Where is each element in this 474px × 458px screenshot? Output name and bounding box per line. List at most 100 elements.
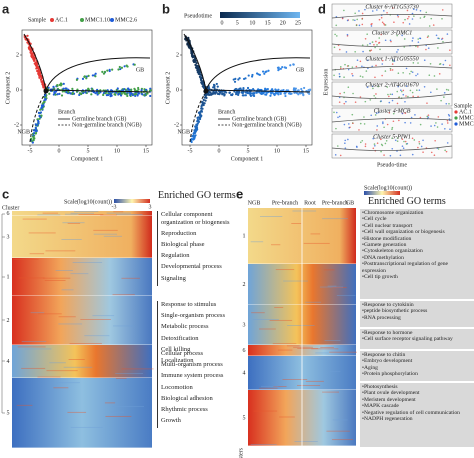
cluster-number: 4	[7, 359, 10, 365]
cell-point	[445, 150, 448, 153]
heatmap-row	[112, 325, 134, 327]
cell-point	[145, 92, 148, 95]
cell-point	[120, 91, 123, 94]
go-term: Cell tip growth	[362, 274, 472, 280]
cell-point	[426, 115, 429, 118]
cell-point	[38, 73, 41, 76]
colorbar-title: Pseudotime	[184, 13, 212, 19]
cell-point	[375, 40, 377, 43]
cell-point	[333, 111, 335, 114]
cell-point	[376, 142, 379, 145]
cell-point	[358, 10, 360, 12]
cell-point	[295, 92, 299, 95]
cell-point	[197, 69, 201, 72]
gb-label: GB	[136, 67, 144, 73]
cell-point	[405, 95, 407, 97]
cell-point	[411, 137, 414, 140]
cell-point	[37, 111, 41, 114]
y-tick-label: 0	[16, 87, 19, 93]
cluster-number: 1	[243, 233, 246, 239]
cell-point	[212, 86, 215, 89]
cell-point	[149, 89, 152, 92]
cell-point	[371, 85, 374, 88]
legend-label: MMC1.10	[459, 115, 474, 121]
cell-point	[56, 84, 59, 88]
heatmap-row	[68, 359, 85, 360]
heatmap-row	[16, 404, 33, 406]
cell-point	[56, 93, 59, 96]
cell-point	[195, 65, 198, 69]
cell-point	[404, 112, 407, 114]
cell-point	[441, 38, 443, 40]
cell-point	[378, 41, 381, 44]
cell-point	[397, 85, 400, 88]
cell-point	[374, 46, 376, 49]
cell-point	[396, 102, 399, 105]
dendrogram	[1, 213, 5, 414]
cell-point	[195, 128, 198, 131]
cell-point	[448, 102, 450, 105]
cell-point	[409, 89, 412, 92]
cell-point	[359, 96, 362, 98]
heatmap-row	[103, 235, 123, 237]
panel-label: d	[318, 1, 326, 16]
cell-point	[416, 73, 419, 75]
cell-point	[83, 75, 86, 78]
cell-point	[31, 141, 34, 144]
ngb-line	[189, 91, 207, 143]
cell-point	[445, 88, 448, 91]
cell-point	[404, 121, 406, 124]
heatmap-row	[259, 216, 283, 217]
heatmap-row	[53, 387, 69, 389]
cell-point	[437, 116, 440, 118]
cell-point	[303, 86, 306, 90]
cell-point	[250, 92, 254, 95]
heatmap-block	[12, 378, 152, 448]
ngb-label: NGB	[177, 129, 190, 135]
cell-point	[355, 24, 358, 27]
heatmap-row	[78, 214, 104, 215]
cell-point	[359, 141, 362, 144]
cell-point	[223, 90, 226, 93]
cell-point	[426, 102, 428, 104]
heatmap-block	[12, 296, 152, 345]
cell-point	[203, 102, 206, 105]
heatmap-row	[104, 402, 116, 404]
cell-point	[38, 117, 41, 120]
cell-point	[391, 137, 393, 139]
cell-point	[343, 76, 345, 78]
cell-point	[194, 130, 197, 133]
cell-point	[413, 15, 415, 17]
cell-point	[430, 125, 432, 127]
cell-point	[32, 138, 35, 141]
cell-point	[213, 91, 216, 94]
cell-point	[261, 70, 265, 73]
cell-point	[302, 93, 305, 96]
heatmap-row	[37, 376, 61, 378]
heatmap-row	[322, 218, 348, 220]
cell-point	[292, 87, 296, 90]
cell-point	[444, 59, 447, 62]
cell-point	[376, 129, 378, 131]
cell-point	[412, 62, 415, 64]
x-tick-label: 0	[58, 148, 61, 154]
branch-point	[43, 88, 49, 94]
cell-point	[120, 66, 124, 69]
cell-point	[437, 37, 439, 40]
cluster-strip-label: Cluster 3-DMC1	[372, 30, 413, 36]
cell-point	[336, 145, 339, 147]
cell-point	[276, 66, 280, 69]
cell-point	[358, 129, 360, 131]
cell-point	[307, 88, 310, 92]
cell-point	[193, 60, 197, 63]
cell-point	[126, 65, 129, 68]
colorbar-tick-label: 15	[265, 20, 271, 26]
cell-point	[396, 34, 398, 37]
heatmap-row	[291, 223, 302, 224]
cell-point	[85, 77, 88, 80]
cell-point	[418, 142, 421, 145]
cell-point	[397, 72, 400, 74]
cell-point	[101, 70, 104, 73]
cell-point	[94, 72, 97, 75]
go-term: Histone modification	[362, 236, 472, 242]
